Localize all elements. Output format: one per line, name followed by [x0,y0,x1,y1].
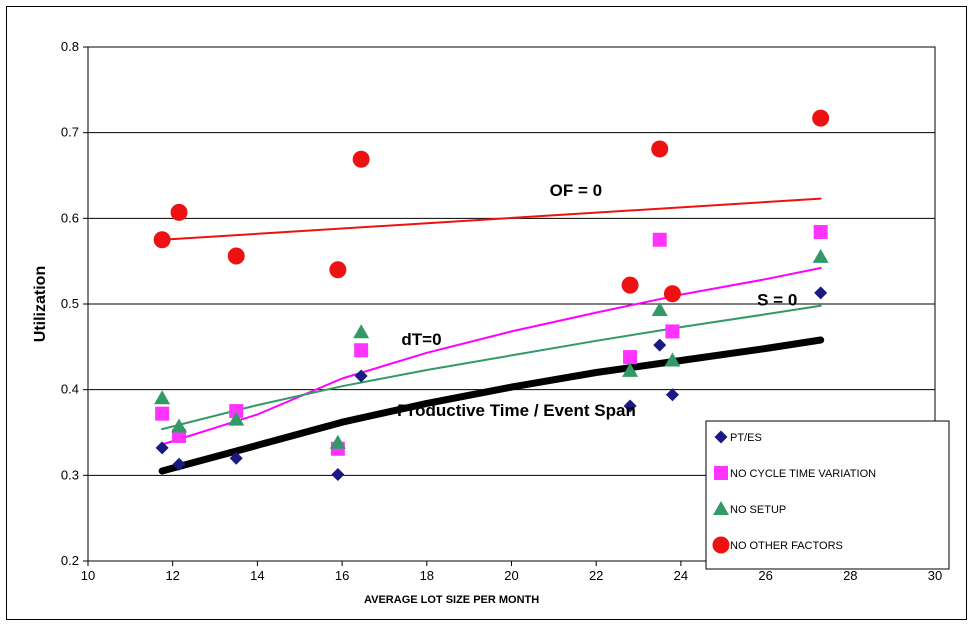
data-point-square [155,406,170,421]
x-tick-label: 30 [928,568,942,583]
data-point-diamond [172,457,186,471]
x-tick-label: 24 [674,568,688,583]
series-no-other-factors [153,109,830,303]
y-axis: 0.2 0.3 0.4 0.5 0.6 0.7 0.8 [61,39,88,568]
data-point-diamond [653,338,667,352]
x-axis: 10 12 14 16 18 20 22 24 26 28 30 [81,561,942,583]
data-point-circle [153,231,171,249]
legend-marker-triangle [713,501,729,515]
legend-label: NO SETUP [730,504,786,516]
x-tick-label: 14 [250,568,264,583]
annotations: OF = 0 dT=0 S = 0 Productive Time / Event S… [397,181,797,420]
series-no-setup [154,248,829,449]
y-tick-label: 0.7 [61,125,79,140]
data-point-square [652,232,667,247]
x-tick-label: 18 [420,568,434,583]
data-point-circle [663,285,681,303]
data-point-square [229,404,244,419]
data-point-diamond [229,451,243,465]
data-point-square [665,324,680,339]
data-point-triangle [228,411,245,426]
data-point-circle [352,150,370,168]
trendline-productive-time-event-span [158,336,825,475]
data-point-circle [812,109,830,127]
data-point-circle [227,247,245,265]
x-tick-label: 26 [758,568,772,583]
y-tick-label: 0.5 [61,296,79,311]
x-tick-label: 28 [843,568,857,583]
data-point-triangle [651,301,668,316]
y-axis-title: Utilization [32,266,49,342]
legend-label: NO OTHER FACTORS [730,540,843,552]
data-point-diamond [354,369,368,383]
annotation-s-0: S = 0 [757,291,797,310]
legend-label: PT/ES [730,432,762,444]
trendline-of-0 [161,197,822,241]
data-point-diamond [331,467,345,481]
data-point-square [354,343,369,358]
y-tick-label: 0.3 [61,467,79,482]
annotation-of-0: OF = 0 [550,181,602,200]
data-point-triangle [812,248,829,263]
data-point-triangle [622,362,639,377]
series-pt-es [155,286,828,481]
y-tick-label: 0.2 [61,553,79,568]
legend-marker-square [714,466,728,480]
x-tick-label: 10 [81,568,95,583]
trendline-series-3 [161,304,822,431]
data-point-diamond [623,399,637,413]
legend-box [705,420,950,570]
data-point-diamond [155,441,169,455]
y-tick-label: 0.6 [61,210,79,225]
trendline-dt-0 [161,267,822,446]
y-tick-label: 0.4 [61,382,79,397]
data-point-triangle [353,324,370,339]
trendlines [158,197,825,475]
legend-label: NO CYCLE TIME VARIATION [730,468,876,480]
x-tick-label: 16 [335,568,349,583]
annotation-productive-time-event-span: Productive Time / Event Span [397,401,636,420]
data-point-triangle [154,390,171,405]
data-point-diamond [814,286,828,300]
data-point-square [813,225,828,240]
x-tick-label: 12 [165,568,179,583]
x-tick-label: 20 [504,568,518,583]
annotation-dt-0: dT=0 [401,330,441,349]
x-tick-label: 22 [589,568,603,583]
data-point-circle [170,203,188,221]
data-point-circle [329,261,347,279]
x-axis-title: AVERAGE LOT SIZE PER MONTH [364,594,539,606]
data-point-circle [651,140,669,158]
legend: PT/ES NO CYCLE TIME VARIATION NO SETUP NO O… [705,420,950,570]
data-point-triangle [171,418,188,433]
y-tick-label: 0.8 [61,39,79,54]
legend-marker-circle [712,536,730,554]
data-points [153,109,830,481]
data-point-square [623,350,638,365]
data-point-circle [621,276,639,294]
legend-marker-diamond [714,430,728,444]
utilization-chart: 0.2 0.3 0.4 0.5 0.6 0.7 0.8 10 12 14 16 18 20 22 24 26… [32,39,950,606]
data-point-triangle [664,352,681,367]
data-point-diamond [665,388,679,402]
chart-frame: 0.2 0.3 0.4 0.5 0.6 0.7 0.8 10 12 14 16 18 20 22 24 26… [6,6,967,620]
data-point-triangle [329,434,346,449]
